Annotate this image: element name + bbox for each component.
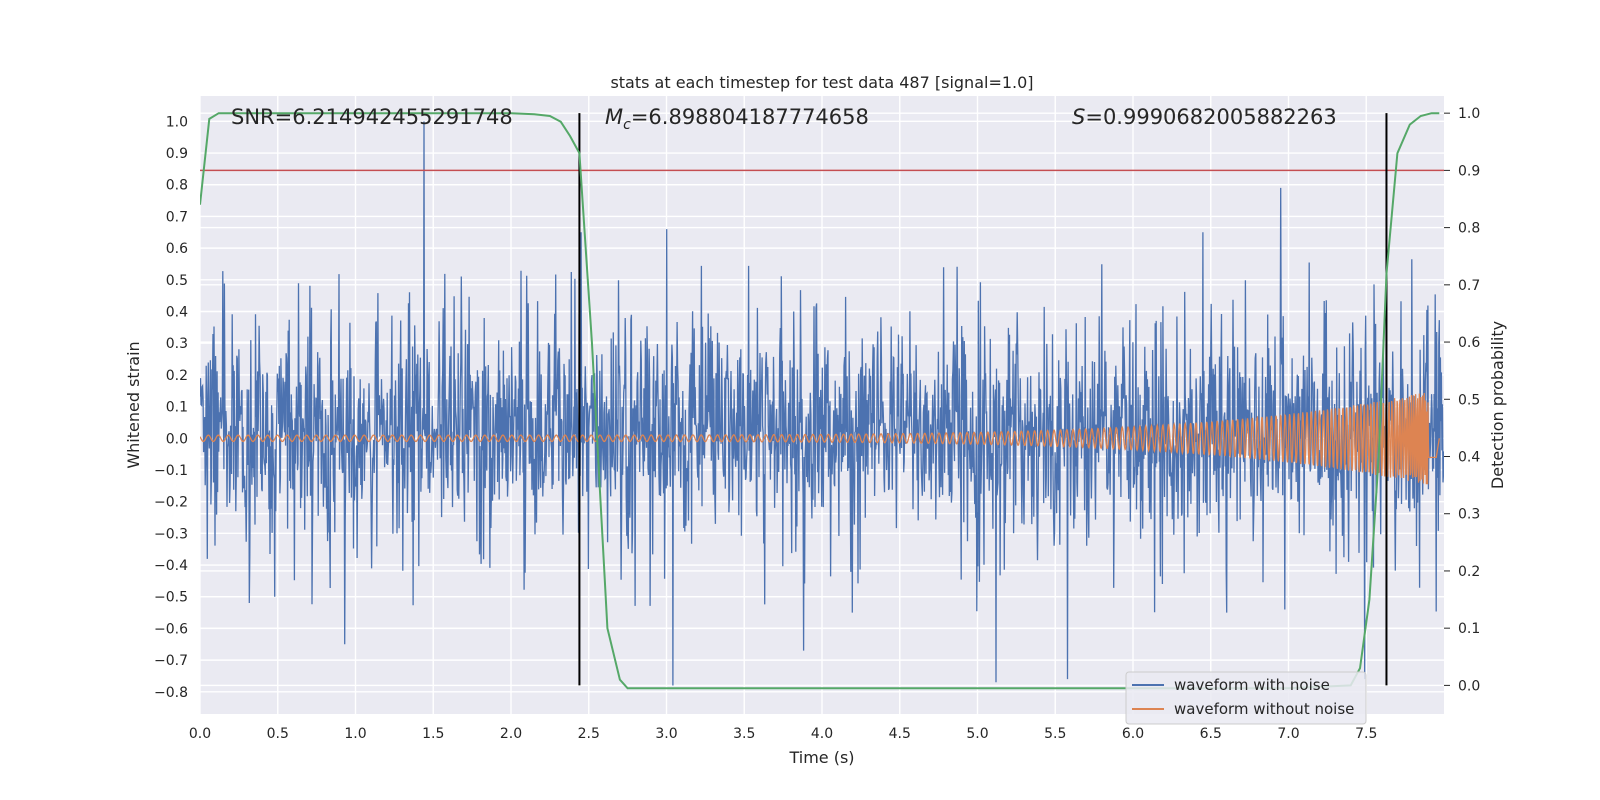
x-tick-label: 2.0 bbox=[500, 726, 522, 742]
x-tick-label: 2.5 bbox=[578, 726, 600, 742]
y-left-tick-label: −0.7 bbox=[154, 653, 188, 669]
y-right-tick-label: 0.3 bbox=[1458, 507, 1480, 523]
y-right-tick-label: 0.1 bbox=[1458, 621, 1480, 637]
y-left-tick-label: 0.1 bbox=[166, 400, 188, 416]
chart-title: stats at each timestep for test data 487… bbox=[610, 73, 1033, 92]
y-right-tick-label: 0.6 bbox=[1458, 335, 1480, 351]
x-tick-label: 6.0 bbox=[1122, 726, 1144, 742]
x-tick-label: 1.5 bbox=[422, 726, 444, 742]
y-right-tick-labels: 1.0 0.9 0.8 0.7 0.6 0.5 0.4 0.3 0.2 0.1 0.0 bbox=[1444, 106, 1480, 694]
x-tick-label: 3.0 bbox=[655, 726, 677, 742]
x-tick-label: 5.0 bbox=[966, 726, 988, 742]
y-right-tick-label: 0.4 bbox=[1458, 450, 1480, 466]
y-right-tick-label: 1.0 bbox=[1458, 106, 1480, 122]
x-tick-label: 4.0 bbox=[811, 726, 833, 742]
series-waveform-without-noise bbox=[200, 392, 1440, 485]
y-left-tick-label: −0.4 bbox=[154, 558, 188, 574]
snr-annotation: SNR=6.214942455291748 bbox=[231, 105, 513, 129]
x-tick-label: 3.5 bbox=[733, 726, 755, 742]
y-right-tick-label: 0.5 bbox=[1458, 392, 1480, 408]
y-left-tick-label: 0.5 bbox=[166, 273, 188, 289]
overlay-lines bbox=[200, 112, 1444, 690]
s-annotation: S=0.9990682005882263 bbox=[1072, 105, 1337, 129]
x-tick-label: 7.0 bbox=[1277, 726, 1299, 742]
x-tick-label: 4.5 bbox=[889, 726, 911, 742]
x-tick-label: 5.5 bbox=[1044, 726, 1066, 742]
y-right-tick-label: 0.7 bbox=[1458, 278, 1480, 294]
legend-label-clean: waveform without noise bbox=[1174, 700, 1354, 718]
y-left-tick-label: 0.4 bbox=[166, 305, 188, 321]
y-left-tick-label: −0.8 bbox=[154, 685, 188, 701]
y-left-tick-label: −0.2 bbox=[154, 495, 188, 511]
x-axis-label: Time (s) bbox=[788, 748, 854, 767]
y-right-tick-label: 0.2 bbox=[1458, 564, 1480, 580]
detection-probability-line bbox=[200, 112, 1440, 690]
x-tick-label: 7.5 bbox=[1355, 726, 1377, 742]
y-left-tick-label: −0.5 bbox=[154, 590, 188, 606]
legend: waveform with noise waveform without noi… bbox=[1125, 671, 1367, 725]
y-left-tick-label: 1.0 bbox=[166, 114, 188, 130]
x-tick-label: 0.0 bbox=[189, 726, 211, 742]
x-tick-labels: 0.0 0.5 1.0 1.5 2.0 2.5 3.0 3.5 4.0 4.5 5.0 5.5 6.0 6… bbox=[189, 726, 1378, 742]
y-left-axis-label: Whitened strain bbox=[124, 341, 143, 468]
y-right-axis-label: Detection probability bbox=[1488, 321, 1507, 489]
y-left-tick-label: 0.9 bbox=[166, 146, 188, 162]
y-left-tick-label: −0.3 bbox=[154, 526, 188, 542]
y-left-tick-labels: 1.0 0.9 0.8 0.7 0.6 0.5 0.4 0.3 0.2 0.1 0.0 −0.1 −0.… bbox=[154, 114, 188, 700]
mc-annotation: Mc=6.898804187774658 bbox=[605, 105, 869, 133]
clean-waveform-line bbox=[200, 392, 1440, 485]
y-left-tick-label: 0.2 bbox=[166, 368, 188, 384]
y-right-tick-label: 0.9 bbox=[1458, 163, 1480, 179]
x-tick-label: 6.5 bbox=[1200, 726, 1222, 742]
x-tick-label: 1.0 bbox=[344, 726, 366, 742]
y-left-tick-label: 0.0 bbox=[166, 431, 188, 447]
y-left-tick-label: 0.7 bbox=[166, 209, 188, 225]
y-left-tick-label: −0.6 bbox=[154, 621, 188, 637]
legend-label-noise: waveform with noise bbox=[1174, 676, 1330, 694]
y-right-tick-label: 0.8 bbox=[1458, 221, 1480, 237]
x-tick-label: 0.5 bbox=[267, 726, 289, 742]
y-left-tick-label: 0.6 bbox=[166, 241, 188, 257]
y-right-tick-label: 0.0 bbox=[1458, 678, 1480, 694]
legend-box bbox=[1125, 671, 1367, 725]
y-left-tick-label: 0.8 bbox=[166, 178, 188, 194]
y-left-tick-label: 0.3 bbox=[166, 336, 188, 352]
y-left-tick-label: −0.1 bbox=[154, 463, 188, 479]
